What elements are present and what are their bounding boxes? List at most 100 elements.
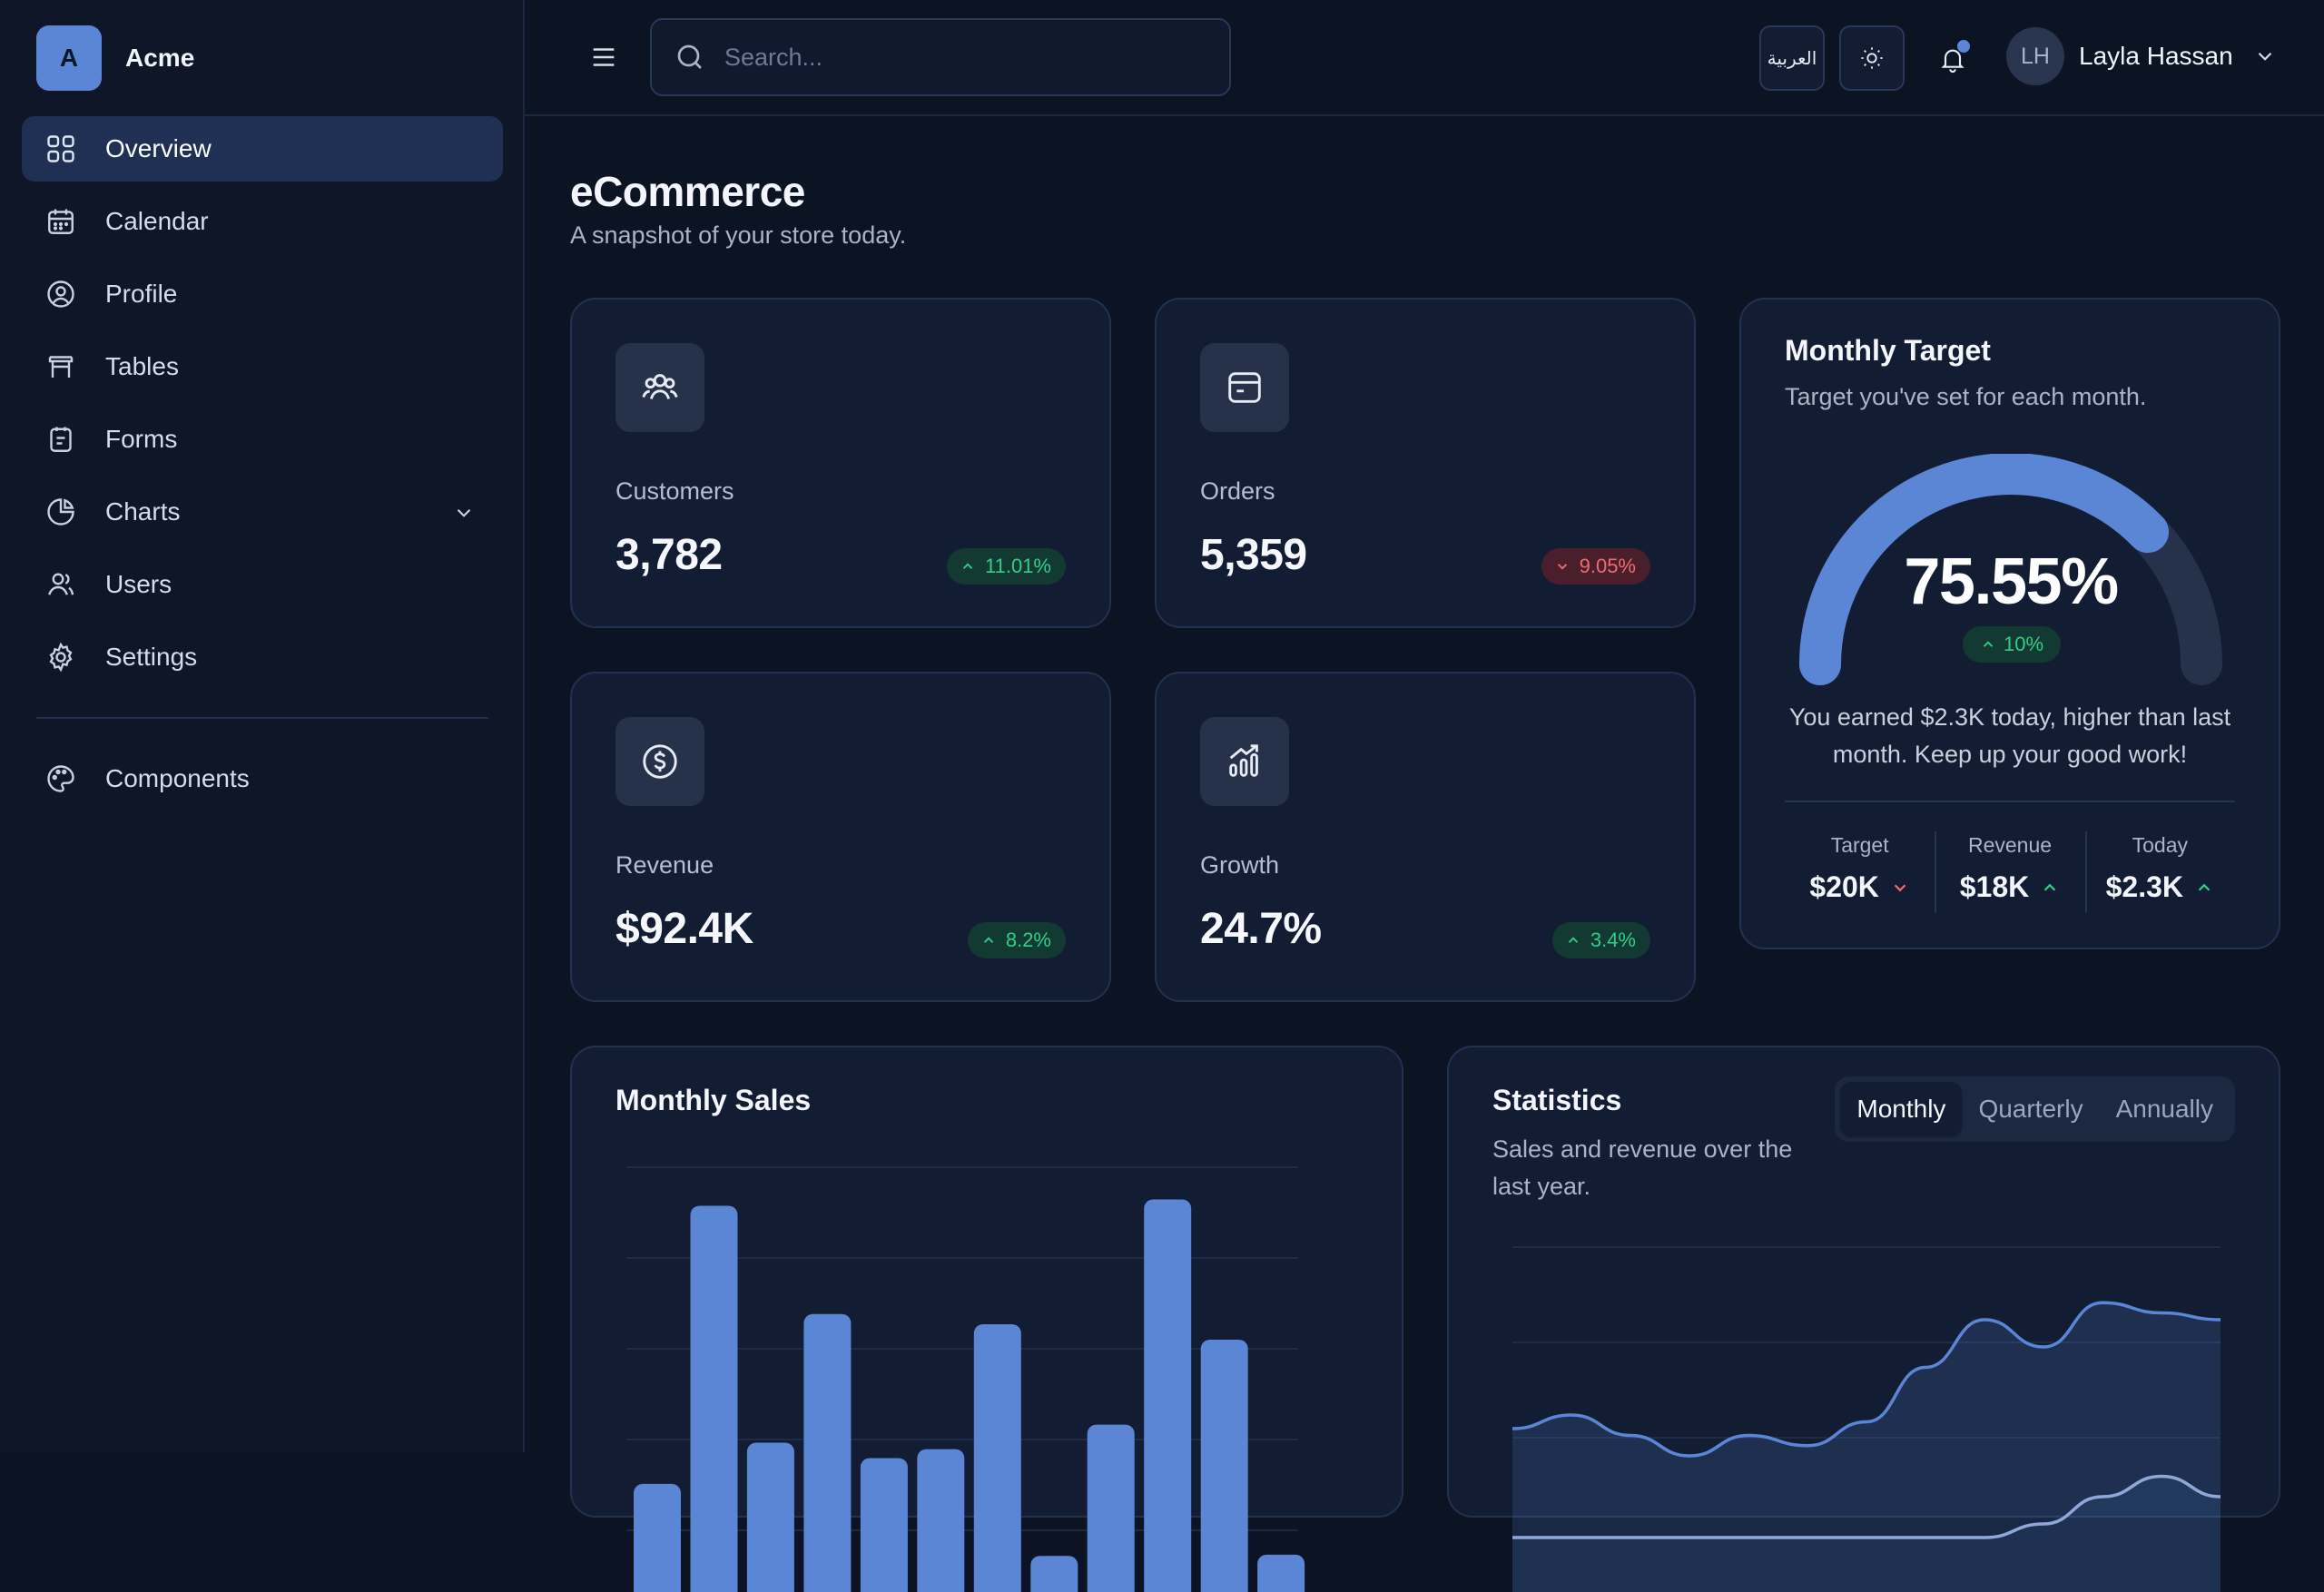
page-title: eCommerce — [570, 167, 805, 216]
user-name: Layla Hassan — [2079, 42, 2233, 71]
stat-value: 5,359 — [1200, 530, 1307, 580]
clipboard-icon — [44, 422, 78, 457]
summary-value: $20K — [1785, 870, 1935, 904]
sidebar-item-components[interactable]: Components — [22, 746, 503, 811]
pie-chart-icon — [44, 495, 78, 529]
sidebar-item-users[interactable]: Users — [22, 552, 503, 617]
bar — [1201, 1340, 1248, 1592]
arrow-up-icon — [960, 558, 976, 575]
menu-icon[interactable] — [588, 42, 619, 73]
search-box[interactable] — [650, 18, 1231, 96]
brand-name: Acme — [125, 44, 194, 73]
monthly-target-card: Monthly Target Target you've set for eac… — [1739, 298, 2280, 949]
sidebar-item-label: Components — [105, 764, 250, 793]
statistics-card: Statistics Sales and revenue over the la… — [1447, 1046, 2280, 1518]
calendar-icon — [44, 204, 78, 239]
change-value: 10% — [2004, 633, 2043, 656]
monthly-sales-card: Monthly Sales — [570, 1046, 1403, 1518]
arrow-up-icon — [2194, 878, 2214, 898]
tab-quarterly[interactable]: Quarterly — [1962, 1082, 2099, 1136]
sidebar-nav: Overview Calendar Profile Tables Forms — [22, 116, 503, 819]
bar — [917, 1450, 964, 1592]
trend-up-icon — [1200, 717, 1289, 806]
stat-label: Orders — [1200, 477, 1275, 506]
arrow-up-icon — [980, 932, 997, 948]
sidebar-item-label: Users — [105, 570, 172, 599]
change-value: 9.05% — [1580, 555, 1636, 578]
target-summary: Target $20K Revenue $18K Today $2.3K — [1785, 831, 2235, 913]
card-title: Monthly Sales — [615, 1084, 811, 1117]
arrow-down-icon — [1554, 558, 1571, 575]
sidebar-item-overview[interactable]: Overview — [22, 116, 503, 182]
notifications-button[interactable] — [1930, 36, 1975, 82]
summary-label: Target — [1785, 833, 1935, 858]
bar — [1088, 1425, 1135, 1592]
notification-dot — [1957, 40, 1970, 53]
summary-value: $2.3K — [2085, 870, 2235, 904]
chevron-down-icon[interactable] — [452, 501, 476, 525]
stat-label: Growth — [1200, 851, 1279, 880]
summary-target: Target $20K — [1785, 831, 1935, 913]
change-badge: 9.05% — [1541, 548, 1650, 585]
bar — [1144, 1200, 1191, 1592]
card-title: Monthly Target — [1785, 334, 1991, 368]
search-icon — [674, 41, 706, 74]
user-menu[interactable]: LH Layla Hassan — [2006, 27, 2277, 85]
sidebar: A Acme Overview Calendar Profile Table — [0, 0, 525, 1452]
stat-card-orders: Orders 5,359 9.05% — [1155, 298, 1696, 628]
avatar: LH — [2006, 27, 2064, 85]
sidebar-item-forms[interactable]: Forms — [22, 407, 503, 472]
target-message: You earned $2.3K today, higher than last… — [1785, 699, 2235, 773]
card-subtitle: Sales and revenue over the last year. — [1492, 1131, 1819, 1205]
change-value: 11.01% — [985, 555, 1051, 578]
dollar-icon — [615, 717, 704, 806]
monthly-sales-chart — [626, 1156, 1316, 1592]
summary-value-text: $20K — [1809, 870, 1879, 904]
summary-value-text: $2.3K — [2106, 870, 2183, 904]
sidebar-item-settings[interactable]: Settings — [22, 624, 503, 690]
stat-label: Customers — [615, 477, 734, 506]
arrow-up-icon — [1980, 636, 1996, 653]
sidebar-item-tables[interactable]: Tables — [22, 334, 503, 399]
change-value: 8.2% — [1006, 929, 1051, 952]
box-icon — [1200, 343, 1289, 432]
stat-card-growth: Growth 24.7% 3.4% — [1155, 672, 1696, 1002]
summary-value: $18K — [1935, 870, 2084, 904]
change-value: 3.4% — [1590, 929, 1636, 952]
summary-value-text: $18K — [1960, 870, 2030, 904]
brand-logo: A — [36, 25, 102, 91]
theme-toggle-button[interactable] — [1839, 25, 1905, 91]
stat-card-revenue: Revenue $92.4K 8.2% — [570, 672, 1111, 1002]
sidebar-item-profile[interactable]: Profile — [22, 261, 503, 327]
brand[interactable]: A Acme — [36, 25, 194, 91]
bar — [974, 1324, 1021, 1592]
sun-icon — [1859, 45, 1885, 71]
search-input[interactable] — [724, 44, 1196, 72]
tab-monthly[interactable]: Monthly — [1840, 1082, 1962, 1136]
sidebar-item-calendar[interactable]: Calendar — [22, 189, 503, 254]
gauge-value: 75.55% — [1741, 545, 2280, 619]
bar — [691, 1206, 738, 1592]
sidebar-item-charts[interactable]: Charts — [22, 479, 503, 545]
card-subtitle: Target you've set for each month. — [1785, 383, 2146, 411]
language-button[interactable]: العربية — [1759, 25, 1825, 91]
bar — [634, 1484, 681, 1592]
stat-value: 3,782 — [615, 530, 723, 580]
chevron-down-icon — [2253, 44, 2277, 68]
statistics-chart — [1512, 1229, 2221, 1592]
palette-icon — [44, 762, 78, 796]
sidebar-item-label: Forms — [105, 425, 177, 454]
arrow-down-icon — [1890, 878, 1910, 898]
arrow-up-icon — [2040, 878, 2060, 898]
stat-value: $92.4K — [615, 904, 753, 954]
users-icon — [615, 343, 704, 432]
bar — [1030, 1556, 1078, 1592]
stat-value: 24.7% — [1200, 904, 1322, 954]
bar — [803, 1314, 851, 1592]
tab-annually[interactable]: Annually — [2100, 1082, 2230, 1136]
stat-card-customers: Customers 3,782 11.01% — [570, 298, 1111, 628]
change-badge: 8.2% — [968, 922, 1066, 958]
stat-label: Revenue — [615, 851, 714, 880]
summary-label: Revenue — [1935, 833, 2084, 858]
top-header: العربية LH Layla Hassan — [525, 0, 2324, 116]
